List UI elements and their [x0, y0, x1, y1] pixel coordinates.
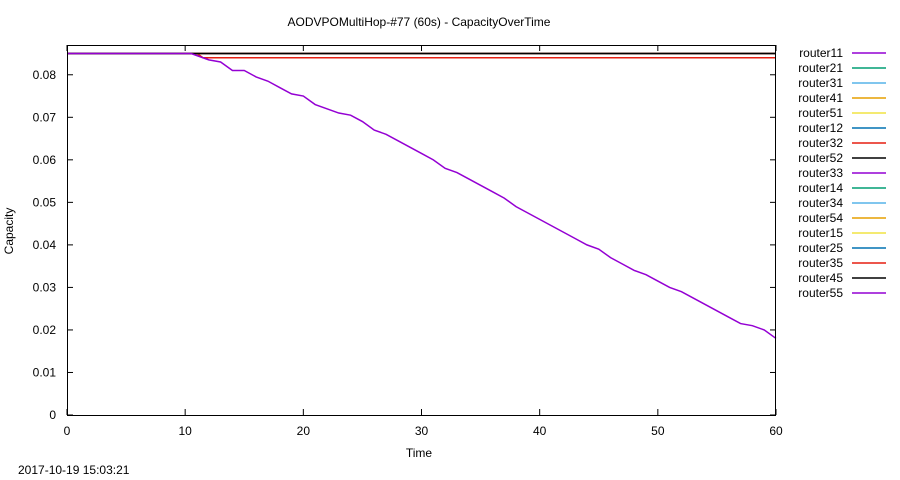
series-line-router55	[67, 52, 777, 340]
y-tick-label: 0.05	[33, 195, 57, 209]
legend-label: router32	[798, 136, 843, 150]
legend-label: router12	[798, 121, 843, 135]
legend-label: router34	[798, 196, 843, 210]
y-tick-label: 0.03	[33, 280, 57, 294]
legend: router11router21router31router41router51…	[798, 46, 886, 300]
legend-label: router25	[798, 241, 843, 255]
y-tick-label: 0.07	[33, 110, 57, 124]
legend-label: router52	[798, 151, 843, 165]
legend-label: router54	[798, 211, 843, 225]
y-tick-label: 0	[49, 408, 56, 422]
y-tick-label: 0.01	[33, 365, 57, 379]
x-tick-label: 30	[415, 424, 429, 438]
series-lines	[67, 52, 777, 340]
y-tick-label: 0.04	[33, 238, 57, 252]
y-tick-label: 0.02	[33, 323, 57, 337]
y-tick-label: 0.08	[33, 68, 57, 82]
legend-label: router31	[798, 76, 843, 90]
legend-label: router21	[798, 61, 843, 75]
axis-ticks: 0 10 20 30 40 50 60 0 0.01 0.02 0.03 0.04 0.05 0.06 0.…	[33, 45, 783, 438]
x-tick-label: 10	[178, 424, 192, 438]
x-tick-label: 60	[769, 424, 783, 438]
x-tick-label: 50	[651, 424, 665, 438]
x-tick-label: 20	[297, 424, 311, 438]
legend-label: router35	[798, 256, 843, 270]
legend-label: router33	[798, 166, 843, 180]
x-axis-label: Time	[406, 446, 433, 460]
legend-label: router41	[798, 91, 843, 105]
x-tick-label: 0	[64, 424, 71, 438]
y-tick-label: 0.06	[33, 153, 57, 167]
legend-label: router55	[798, 286, 843, 300]
x-tick-label: 40	[533, 424, 547, 438]
legend-label: router15	[798, 226, 843, 240]
timestamp: 2017-10-19 15:03:21	[18, 463, 130, 477]
legend-label: router51	[798, 106, 843, 120]
y-axis-label: Capacity	[2, 208, 16, 255]
legend-label: router11	[799, 46, 843, 60]
plot-frame	[67, 45, 776, 416]
chart-title: AODVPOMultiHop-#77 (60s) - CapacityOverT…	[288, 15, 551, 29]
legend-label: router45	[798, 271, 843, 285]
legend-label: router14	[798, 181, 843, 195]
